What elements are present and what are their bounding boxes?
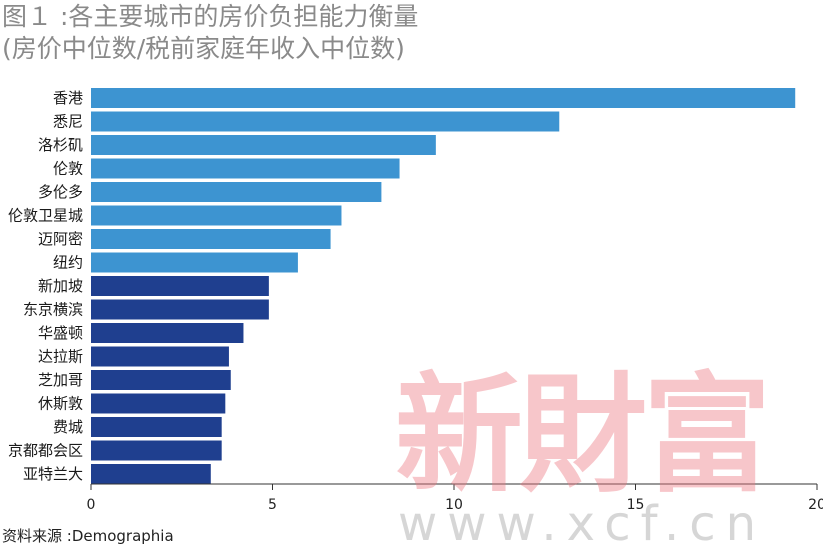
category-label-2: 洛杉矶 [38,136,83,154]
chart-subtitle: (房价中位数/税前家庭年收入中位数) [2,34,405,63]
bar-9 [91,299,269,320]
x-tick-label-1: 5 [268,497,277,513]
x-tick-label-2: 10 [445,497,463,513]
bar-2 [91,135,436,155]
category-label-10: 华盛顿 [38,324,83,342]
bar-3 [91,158,400,179]
category-label-6: 迈阿密 [38,230,83,248]
watermark-logo: 新財富 [395,360,771,510]
bar-7 [91,252,298,273]
category-label-3: 伦敦 [53,160,83,178]
watermark-url: www.xcf.cn [398,496,767,552]
bar-1 [91,111,560,132]
bar-10 [91,323,244,343]
category-label-7: 纽约 [53,254,83,272]
x-tick-label-0: 0 [87,497,96,513]
bar-16 [91,464,211,484]
category-label-15: 京都都会区 [8,442,83,460]
category-label-5: 伦敦卫星城 [8,207,83,225]
category-labels: 香港悉尼洛杉矶伦敦多伦多伦敦卫星城迈阿密纽约新加坡东京横滨华盛顿达拉斯芝加哥休斯… [8,89,83,483]
bar-5 [91,205,342,226]
x-tick-label-3: 15 [627,497,645,513]
bar-14 [91,417,222,437]
category-label-16: 亚特兰大 [23,465,83,483]
bar-12 [91,370,231,390]
category-label-12: 芝加哥 [38,371,83,389]
chart-title: 图１ :各主要城市的房价负担能力衡量 [2,2,419,31]
bar-6 [91,229,331,249]
category-label-9: 东京横滨 [23,301,83,319]
category-label-8: 新加坡 [38,277,83,295]
category-label-0: 香港 [53,89,83,107]
category-label-13: 休斯敦 [38,395,83,413]
bar-8 [91,276,269,296]
source-note: 资料来源 :Demographia [2,527,174,545]
x-tick-label-4: 20 [808,497,823,513]
category-label-1: 悉尼 [53,113,83,131]
category-label-11: 达拉斯 [38,348,83,366]
bar-4 [91,182,382,202]
bars-group [91,88,796,484]
bar-0 [91,88,796,108]
bar-11 [91,346,229,367]
x-axis: 0 5 10 15 20 [87,483,823,513]
category-label-14: 费城 [53,418,83,436]
bar-15 [91,440,222,461]
bar-13 [91,393,226,414]
category-label-4: 多伦多 [38,183,83,201]
